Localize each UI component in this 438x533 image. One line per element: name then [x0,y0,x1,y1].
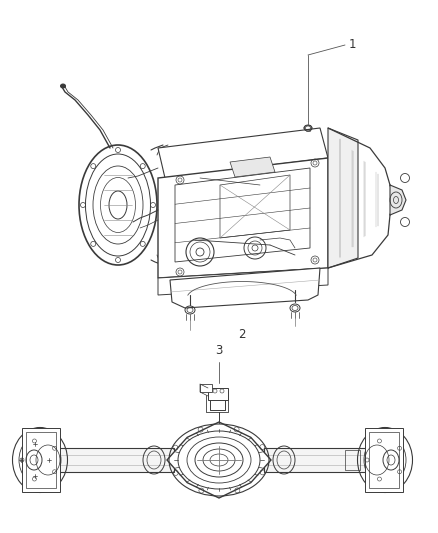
Bar [26,432,56,488]
Bar [200,384,212,392]
Polygon shape [158,158,328,278]
Text: 3: 3 [215,344,223,357]
Polygon shape [170,268,320,308]
Bar [208,388,228,400]
Polygon shape [167,422,271,498]
Ellipse shape [60,84,66,88]
Bar [22,428,60,492]
Text: 2: 2 [238,328,246,341]
Polygon shape [230,157,275,177]
Polygon shape [390,185,406,215]
Polygon shape [158,128,328,178]
Polygon shape [328,128,358,268]
Polygon shape [30,448,174,472]
Text: 1: 1 [349,38,357,52]
Bar [365,428,403,492]
Bar [369,432,399,488]
Polygon shape [264,448,395,472]
Bar [345,450,360,470]
Polygon shape [158,268,328,295]
